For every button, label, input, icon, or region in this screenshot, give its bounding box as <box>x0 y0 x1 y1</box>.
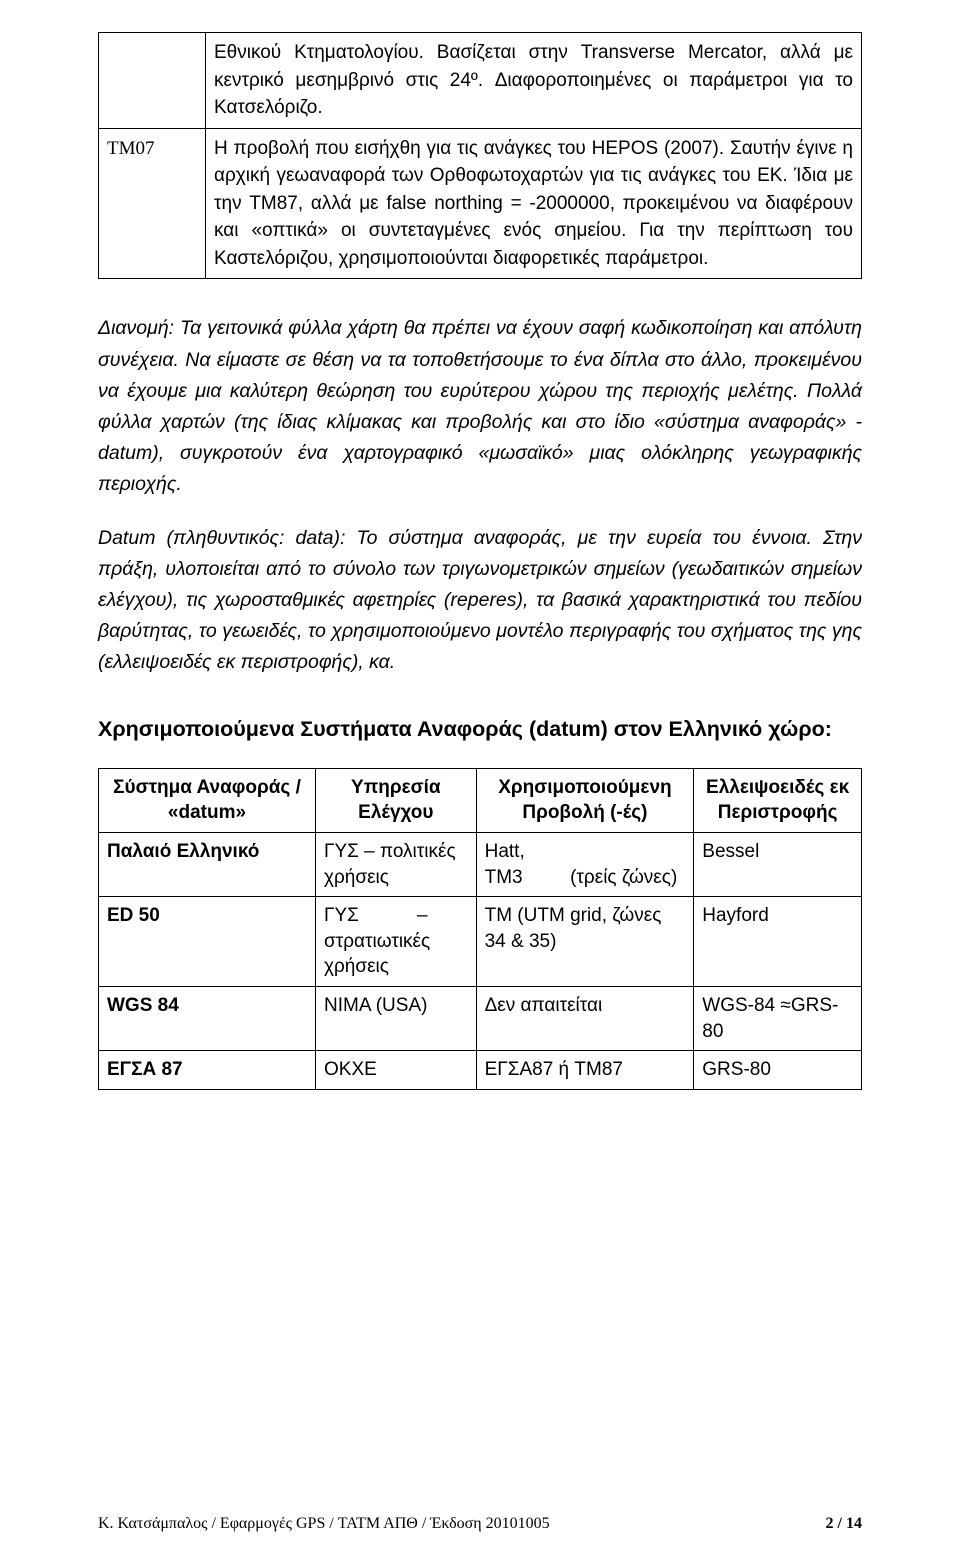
col-header: Υπηρεσία Ελέγχου <box>316 768 477 832</box>
row-text: Η προβολή που εισήχθη για τις ανάγκες το… <box>206 128 862 279</box>
datum-table: Σύστημα Αναφοράς / «datum» Υπηρεσία Ελέγ… <box>98 768 862 1090</box>
system-name: ED 50 <box>99 897 316 987</box>
ellipsoid-cell: GRS-80 <box>694 1051 862 1090</box>
system-name: WGS 84 <box>99 987 316 1051</box>
col-header: Χρησιμοποιούμενη Προβολή (-ές) <box>476 768 694 832</box>
agency-cell: ΓΥΣ – πολιτικές χρήσεις <box>316 832 477 896</box>
table-row: Παλαιό Ελληνικό ΓΥΣ – πολιτικές χρήσεις … <box>99 832 862 896</box>
table-row: Εθνικού Κτηματολογίου. Βασίζεται στην Tr… <box>99 33 862 129</box>
page-footer: Κ. Κατσάμπαλος / Εφαρμογές GPS / ΤΑΤΜ ΑΠ… <box>98 1515 862 1533</box>
term-lead: Διανομή: <box>98 317 174 339</box>
projection-cell: TM (UTM grid, ζώνες 34 & 35) <box>476 897 694 987</box>
table-row: TM07 Η προβολή που εισήχθη για τις ανάγκ… <box>99 128 862 279</box>
agency-cell: ΓΥΣ – στρατιωτικές χρήσεις <box>316 897 477 987</box>
projection-cell: Δεν απαιτείται <box>476 987 694 1051</box>
table-row: WGS 84 NIMA (USA) Δεν απαιτείται WGS-84 … <box>99 987 862 1051</box>
system-name: Παλαιό Ελληνικό <box>99 832 316 896</box>
ellipsoid-cell: Bessel <box>694 832 862 896</box>
projection-table: Εθνικού Κτηματολογίου. Βασίζεται στην Tr… <box>98 32 862 279</box>
footer-page-number: 2 / 14 <box>826 1515 862 1533</box>
row-label <box>99 33 206 129</box>
agency-cell: NIMA (USA) <box>316 987 477 1051</box>
term-body: Τα γειτονικά φύλλα χάρτη θα πρέπει να έχ… <box>98 317 862 495</box>
document-page: Εθνικού Κτηματολογίου. Βασίζεται στην Tr… <box>0 0 960 1557</box>
row-text: Εθνικού Κτηματολογίου. Βασίζεται στην Tr… <box>206 33 862 129</box>
table-row: ΕΓΣΑ 87 ΟΚΧΕ ΕΓΣΑ87 ή TM87 GRS-80 <box>99 1051 862 1090</box>
ellipsoid-cell: Hayford <box>694 897 862 987</box>
paragraph-datum: Datum (πληθυντικός: data): Το σύστημα αν… <box>98 523 862 679</box>
system-name: ΕΓΣΑ 87 <box>99 1051 316 1090</box>
agency-cell: ΟΚΧΕ <box>316 1051 477 1090</box>
projection-cell: ΕΓΣΑ87 ή TM87 <box>476 1051 694 1090</box>
term-lead: Datum (πληθυντικός: data): <box>98 527 345 549</box>
table-header-row: Σύστημα Αναφοράς / «datum» Υπηρεσία Ελέγ… <box>99 768 862 832</box>
paragraph-dianomi: Διανομή: Τα γειτονικά φύλλα χάρτη θα πρέ… <box>98 313 862 500</box>
col-header: Σύστημα Αναφοράς / «datum» <box>99 768 316 832</box>
table-row: ED 50 ΓΥΣ – στρατιωτικές χρήσεις TM (UTM… <box>99 897 862 987</box>
row-label: TM07 <box>99 128 206 279</box>
col-header: Ελλειψοειδές εκ Περιστροφής <box>694 768 862 832</box>
ellipsoid-cell: WGS-84 ≈GRS-80 <box>694 987 862 1051</box>
projection-cell: Hatt,TM3 (τρείς ζώνες) <box>476 832 694 896</box>
footer-left: Κ. Κατσάμπαλος / Εφαρμογές GPS / ΤΑΤΜ ΑΠ… <box>98 1515 550 1533</box>
section-heading: Χρησιμοποιούμενα Συστήματα Αναφοράς (dat… <box>98 714 862 745</box>
